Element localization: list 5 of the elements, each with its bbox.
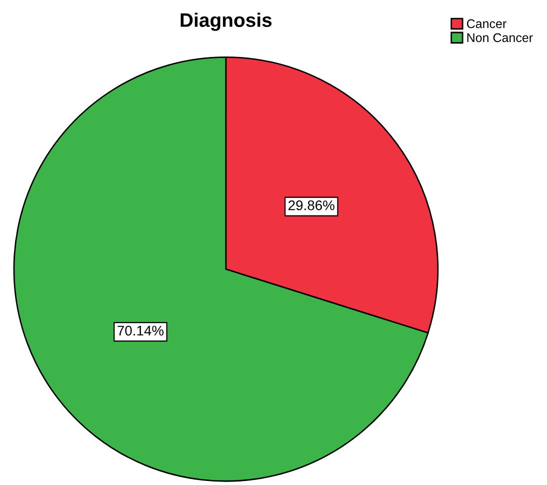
- data-label: 29.86%: [288, 200, 334, 210]
- legend-label: Cancer: [466, 19, 506, 28]
- chart-title: Diagnosis: [180, 12, 272, 31]
- data-label: 70.14%: [118, 326, 164, 336]
- legend-label: Non Cancer: [467, 33, 533, 42]
